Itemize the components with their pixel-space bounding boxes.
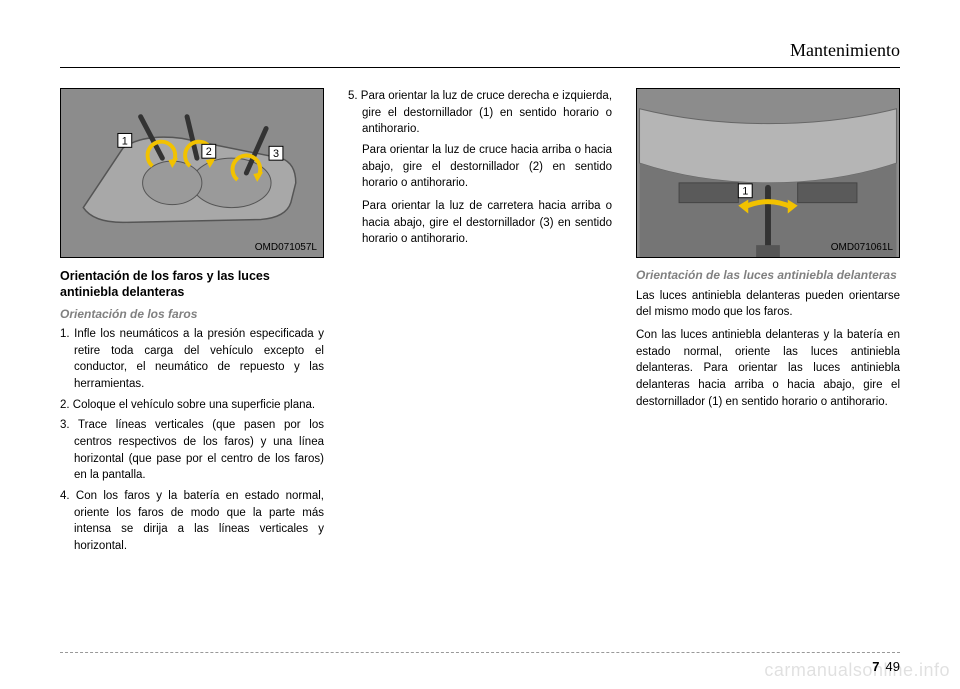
step-5: 5. Para orientar la luz de cruce derecha…: [348, 88, 612, 138]
foglight-diagram: 1 OMD071061L: [636, 88, 900, 258]
diagram-label-2: 2: [202, 144, 216, 158]
page-header: Mantenimiento: [60, 40, 900, 68]
column-1: 1 2 3 OMD071057L Orientación de los faro…: [60, 88, 324, 559]
page-footer: 749: [60, 652, 900, 659]
sub-title-1: Orientación de los faros: [60, 307, 324, 323]
step-4: 4. Con los faros y la batería en estado …: [60, 488, 324, 555]
fog-p1: Las luces antiniebla delanteras pueden o…: [636, 288, 900, 321]
steps-list-cont: 5. Para orientar la luz de cruce derecha…: [348, 88, 612, 138]
image-code-1: OMD071057L: [255, 242, 317, 253]
svg-text:3: 3: [273, 148, 279, 160]
watermark: carmanualsonline.info: [764, 660, 950, 681]
svg-text:2: 2: [206, 146, 212, 158]
image-code-2: OMD071061L: [831, 242, 893, 253]
step-5-p2: Para orientar la luz de cruce hacia arri…: [348, 142, 612, 192]
manual-page: Mantenimiento: [0, 0, 960, 689]
column-3: 1 OMD071061L Orientación de las luces an…: [636, 88, 900, 559]
fog-p2: Con las luces antiniebla delanteras y la…: [636, 327, 900, 410]
column-2: 5. Para orientar la luz de cruce derecha…: [348, 88, 612, 559]
headlight-diagram: 1 2 3 OMD071057L: [60, 88, 324, 258]
header-title: Mantenimiento: [790, 40, 900, 60]
section-title: Orientación de los faros y las luces ant…: [60, 268, 324, 301]
steps-list: 1. Infle los neumáticos a la presión esp…: [60, 326, 324, 555]
step-3: 3. Trace líneas verticales (que pasen po…: [60, 417, 324, 484]
svg-text:1: 1: [742, 186, 748, 198]
step-1: 1. Infle los neumáticos a la presión esp…: [60, 326, 324, 393]
sub-title-2: Orientación de las luces antiniebla dela…: [636, 268, 900, 284]
fog-label-1: 1: [738, 184, 752, 198]
column-layout: 1 2 3 OMD071057L Orientación de los faro…: [60, 88, 900, 559]
svg-text:1: 1: [122, 135, 128, 147]
headlight-svg: 1 2 3: [61, 89, 323, 257]
diagram-label-3: 3: [269, 146, 283, 160]
step-2: 2. Coloque el vehículo sobre una superfi…: [60, 397, 324, 414]
foglight-svg: 1: [637, 89, 899, 257]
diagram-label-1: 1: [118, 133, 132, 147]
step-5-p3: Para orientar la luz de carretera hacia …: [348, 198, 612, 248]
